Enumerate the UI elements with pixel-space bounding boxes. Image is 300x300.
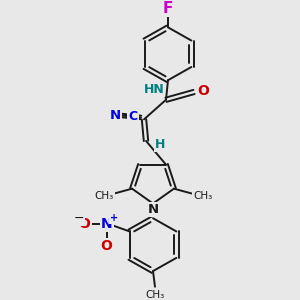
Text: O: O — [101, 239, 112, 253]
Text: CH₃: CH₃ — [193, 190, 212, 200]
Text: −: − — [74, 212, 84, 225]
Text: H: H — [155, 138, 165, 151]
Text: N: N — [110, 109, 121, 122]
Text: N: N — [147, 203, 159, 216]
Text: C: C — [128, 110, 138, 123]
Text: +: + — [110, 213, 118, 223]
Text: CH₃: CH₃ — [94, 190, 114, 200]
Text: F: F — [163, 1, 173, 16]
Text: CH₃: CH₃ — [146, 290, 165, 300]
Text: O: O — [197, 84, 209, 98]
Text: O: O — [79, 217, 91, 231]
Text: N: N — [101, 217, 112, 231]
Text: HN: HN — [144, 83, 164, 97]
